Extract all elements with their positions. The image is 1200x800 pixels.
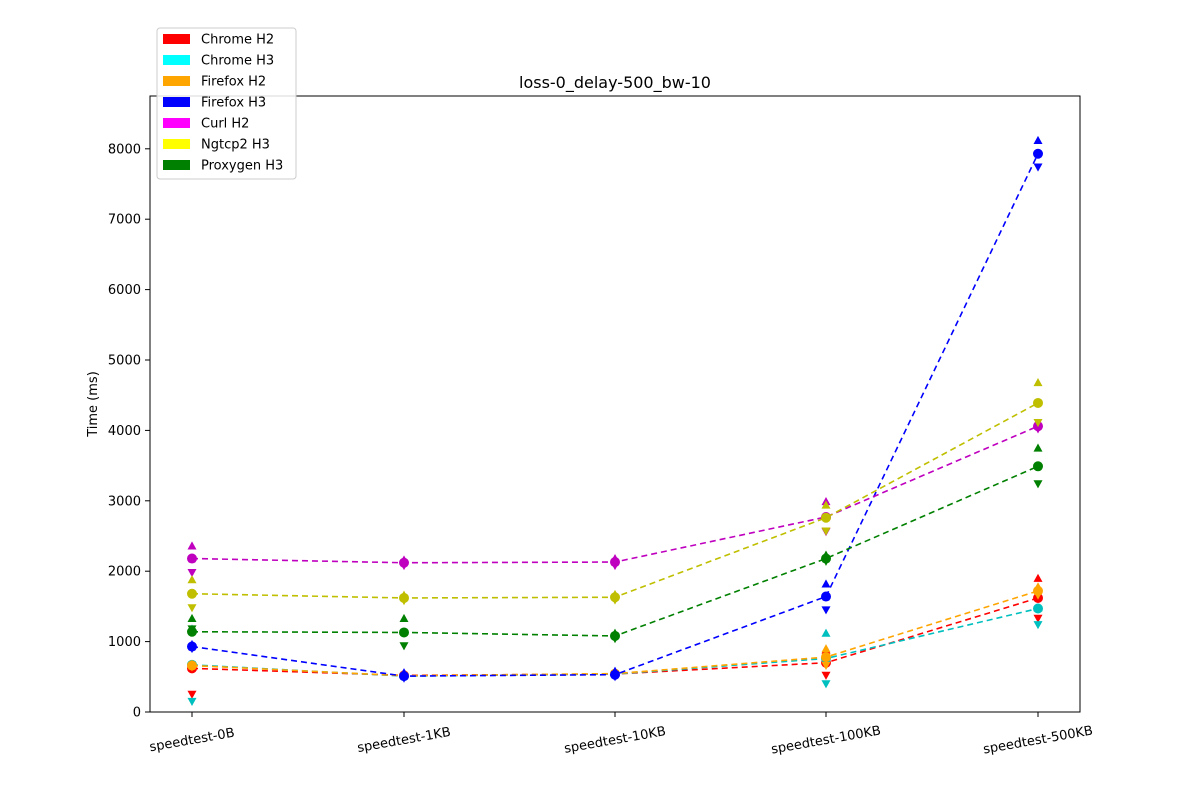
min-marker	[821, 680, 831, 689]
data-point	[821, 652, 831, 663]
max-marker	[821, 579, 831, 588]
data-point	[187, 553, 197, 564]
legend-swatch	[163, 76, 190, 86]
data-point	[1033, 585, 1043, 596]
max-marker	[1033, 573, 1043, 582]
min-marker	[187, 569, 197, 578]
data-point	[1033, 461, 1043, 472]
data-point	[187, 588, 197, 599]
legend-entry: Curl H2	[201, 117, 249, 132]
series-ngtcp2-h3	[187, 378, 1043, 613]
data-point	[1033, 603, 1043, 614]
min-marker	[821, 606, 831, 615]
y-tick-label: 7000	[108, 213, 141, 228]
legend-entry: Proxygen H3	[201, 159, 283, 174]
data-point	[187, 641, 197, 652]
legend-entry: Chrome H2	[201, 33, 274, 48]
data-point	[610, 557, 620, 568]
max-marker	[821, 628, 831, 637]
y-tick-label: 2000	[108, 565, 141, 580]
data-point	[610, 669, 620, 680]
legend: Chrome H2 Chrome H3 Firefox H2 Firefox H3 Cu…	[156, 27, 297, 180]
data-point	[399, 671, 409, 682]
data-point	[610, 630, 620, 641]
chart-title: loss-0_delay-500_bw-10	[519, 73, 711, 93]
data-point	[821, 553, 831, 564]
data-point	[821, 512, 831, 523]
max-marker	[1033, 135, 1043, 144]
y-tick-label: 3000	[108, 494, 141, 509]
data-point	[1033, 397, 1043, 408]
y-tick-label: 0	[133, 706, 141, 721]
max-marker	[1033, 378, 1043, 387]
min-marker	[821, 527, 831, 536]
min-marker	[187, 697, 197, 706]
max-marker	[821, 500, 831, 509]
min-marker	[821, 661, 831, 671]
legend-swatch	[163, 55, 190, 65]
legend-swatch	[163, 118, 190, 128]
min-marker	[1033, 621, 1043, 630]
y-tick-label: 1000	[108, 635, 141, 650]
min-marker	[1033, 419, 1043, 428]
min-marker	[1033, 614, 1043, 623]
data-point	[187, 660, 197, 671]
min-marker	[1033, 480, 1043, 489]
max-marker	[1033, 443, 1043, 452]
legend-entry: Firefox H3	[201, 96, 266, 111]
max-marker	[399, 613, 409, 622]
data-point	[610, 592, 620, 603]
data-point	[399, 627, 409, 638]
legend-entry: Firefox H2	[201, 75, 266, 90]
data-point	[399, 592, 409, 603]
y-axis-label: Time (ms)	[86, 371, 101, 438]
y-tick-label: 6000	[108, 283, 141, 298]
data-point	[399, 557, 409, 568]
max-marker	[187, 541, 197, 550]
data-point	[1033, 148, 1043, 159]
data-point	[821, 591, 831, 602]
legend-entry: Chrome H3	[201, 54, 274, 69]
min-marker	[399, 642, 409, 651]
max-marker	[187, 575, 197, 584]
legend-swatch	[163, 160, 190, 170]
max-marker	[821, 644, 831, 653]
series-firefox-h3	[187, 135, 1043, 683]
y-tick-label: 4000	[108, 424, 141, 439]
min-marker	[821, 671, 831, 680]
max-marker	[187, 613, 197, 622]
legend-swatch	[163, 97, 190, 107]
series-proxygen-h3	[187, 443, 1043, 651]
min-marker	[1033, 163, 1043, 172]
y-tick-label: 5000	[108, 354, 141, 369]
legend-box	[156, 27, 297, 180]
legend-swatch	[163, 34, 190, 44]
min-marker	[187, 604, 197, 613]
legend-swatch	[163, 139, 190, 149]
data-point	[187, 626, 197, 637]
y-tick-label: 8000	[108, 142, 141, 157]
legend-entry: Ngtcp2 H3	[201, 138, 270, 153]
min-marker	[187, 690, 197, 699]
